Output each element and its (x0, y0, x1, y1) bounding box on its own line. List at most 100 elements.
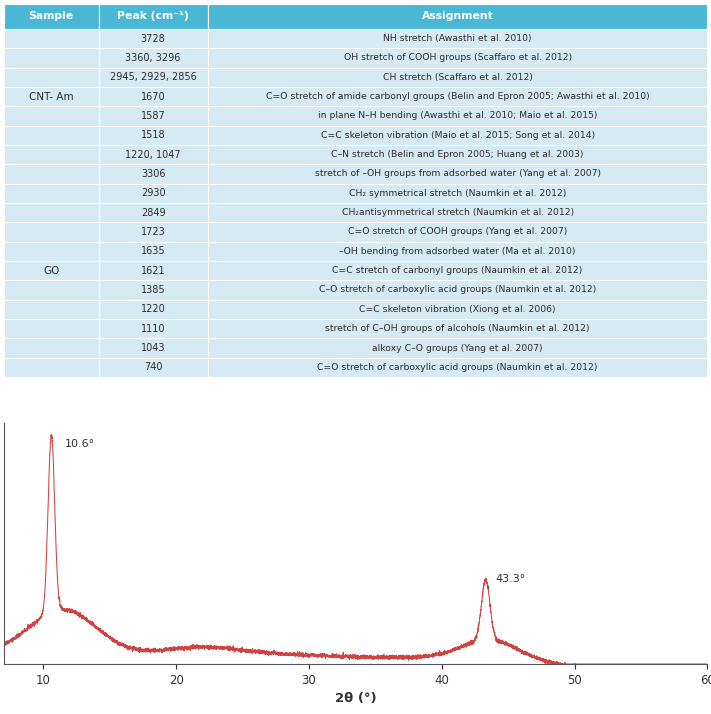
Text: CH stretch (Scaffaro et al. 2012): CH stretch (Scaffaro et al. 2012) (383, 73, 533, 82)
Text: OH stretch of COOH groups (Scaffaro et al. 2012): OH stretch of COOH groups (Scaffaro et a… (343, 54, 572, 62)
Text: Sample: Sample (28, 11, 74, 21)
Text: C=C skeleton vibration (Xiong et al. 2006): C=C skeleton vibration (Xiong et al. 200… (359, 305, 556, 314)
Bar (208, 29, 707, 49)
Text: 1220: 1220 (141, 304, 166, 314)
Text: 3306: 3306 (141, 169, 166, 179)
Bar (4, 4, 99, 29)
Text: C–N stretch (Belin and Epron 2005; Huang et al. 2003): C–N stretch (Belin and Epron 2005; Huang… (331, 150, 584, 159)
Bar (99, 358, 208, 377)
Bar (99, 281, 208, 300)
Bar (99, 87, 208, 106)
Text: C=C skeleton vibration (Maio et al. 2015; Song et al. 2014): C=C skeleton vibration (Maio et al. 2015… (321, 131, 594, 140)
Text: stretch of –OH groups from adsorbed water (Yang et al. 2007): stretch of –OH groups from adsorbed wate… (314, 169, 601, 178)
Bar (99, 164, 208, 183)
Bar (208, 4, 707, 29)
Bar (4, 87, 99, 106)
Text: GO: GO (43, 266, 59, 276)
Text: CH₂antisymmetrical stretch (Naumkin et al. 2012): CH₂antisymmetrical stretch (Naumkin et a… (341, 208, 574, 217)
Bar (99, 222, 208, 241)
Bar (4, 183, 99, 203)
Bar (99, 203, 208, 222)
Text: C=O stretch of COOH groups (Yang et al. 2007): C=O stretch of COOH groups (Yang et al. … (348, 228, 567, 236)
Bar (99, 319, 208, 338)
Text: 3728: 3728 (141, 34, 166, 44)
Bar (99, 261, 208, 281)
Text: 1723: 1723 (141, 227, 166, 237)
Text: 10.6°: 10.6° (65, 438, 95, 448)
Text: stretch of C–OH groups of alcohols (Naumkin et al. 2012): stretch of C–OH groups of alcohols (Naum… (326, 324, 590, 333)
Bar (4, 300, 99, 319)
Bar (4, 203, 99, 222)
Bar (208, 145, 707, 164)
X-axis label: 2θ (°): 2θ (°) (335, 693, 376, 705)
Bar (208, 183, 707, 203)
Text: 1110: 1110 (141, 323, 166, 333)
Bar (99, 338, 208, 358)
Bar (4, 222, 99, 241)
Bar (99, 145, 208, 164)
Bar (208, 106, 707, 126)
Bar (4, 319, 99, 338)
Text: 740: 740 (144, 362, 162, 372)
Bar (4, 49, 99, 68)
Bar (208, 203, 707, 222)
Text: 1220, 1047: 1220, 1047 (125, 150, 181, 160)
Text: C=O stretch of carboxylic acid groups (Naumkin et al. 2012): C=O stretch of carboxylic acid groups (N… (317, 363, 598, 372)
Bar (99, 126, 208, 145)
Bar (4, 261, 99, 281)
Bar (4, 281, 99, 300)
Text: Peak (cm⁻¹): Peak (cm⁻¹) (117, 11, 189, 21)
Bar (4, 145, 99, 164)
Bar (208, 68, 707, 87)
Bar (208, 222, 707, 241)
Text: 1587: 1587 (141, 111, 166, 121)
Bar (4, 29, 99, 49)
Bar (208, 358, 707, 377)
Text: 2945, 2929, 2856: 2945, 2929, 2856 (109, 72, 196, 82)
Text: 1043: 1043 (141, 343, 166, 353)
Bar (208, 338, 707, 358)
Text: CNT- Am: CNT- Am (28, 91, 73, 101)
Bar (208, 49, 707, 68)
Bar (99, 183, 208, 203)
Bar (4, 241, 99, 261)
Text: 3360, 3296: 3360, 3296 (125, 53, 181, 63)
Bar (208, 126, 707, 145)
Text: C=C stretch of carbonyl groups (Naumkin et al. 2012): C=C stretch of carbonyl groups (Naumkin … (333, 266, 583, 275)
Bar (208, 241, 707, 261)
Bar (99, 49, 208, 68)
Bar (208, 87, 707, 106)
Text: 1670: 1670 (141, 91, 166, 101)
Text: C–O stretch of carboxylic acid groups (Naumkin et al. 2012): C–O stretch of carboxylic acid groups (N… (319, 286, 597, 294)
Text: CH₂ symmetrical stretch (Naumkin et al. 2012): CH₂ symmetrical stretch (Naumkin et al. … (349, 188, 566, 198)
Text: in plane N–H bending (Awasthi et al. 2010; Maio et al. 2015): in plane N–H bending (Awasthi et al. 201… (318, 111, 597, 121)
Bar (99, 241, 208, 261)
Bar (99, 300, 208, 319)
Text: 1518: 1518 (141, 131, 166, 141)
Text: 2849: 2849 (141, 208, 166, 218)
Bar (4, 164, 99, 183)
Text: –OH bending from adsorbed water (Ma et al. 2010): –OH bending from adsorbed water (Ma et a… (339, 247, 576, 256)
Text: C=O stretch of amide carbonyl groups (Belin and Epron 2005; Awasthi et al. 2010): C=O stretch of amide carbonyl groups (Be… (266, 92, 649, 101)
Bar (208, 261, 707, 281)
Bar (4, 338, 99, 358)
Bar (208, 319, 707, 338)
Text: Assignment: Assignment (422, 11, 493, 21)
Bar (4, 106, 99, 126)
Bar (99, 106, 208, 126)
Text: 43.3°: 43.3° (495, 574, 525, 584)
Text: 1635: 1635 (141, 246, 166, 256)
Text: alkoxy C–O groups (Yang et al. 2007): alkoxy C–O groups (Yang et al. 2007) (373, 343, 542, 353)
Text: NH stretch (Awasthi et al. 2010): NH stretch (Awasthi et al. 2010) (383, 34, 532, 43)
Bar (208, 281, 707, 300)
Text: 1621: 1621 (141, 266, 166, 276)
Text: 1385: 1385 (141, 285, 166, 295)
Bar (208, 164, 707, 183)
Bar (4, 358, 99, 377)
Bar (99, 68, 208, 87)
Bar (4, 68, 99, 87)
Bar (99, 29, 208, 49)
Bar (208, 300, 707, 319)
Text: 2930: 2930 (141, 188, 166, 198)
Bar (99, 4, 208, 29)
